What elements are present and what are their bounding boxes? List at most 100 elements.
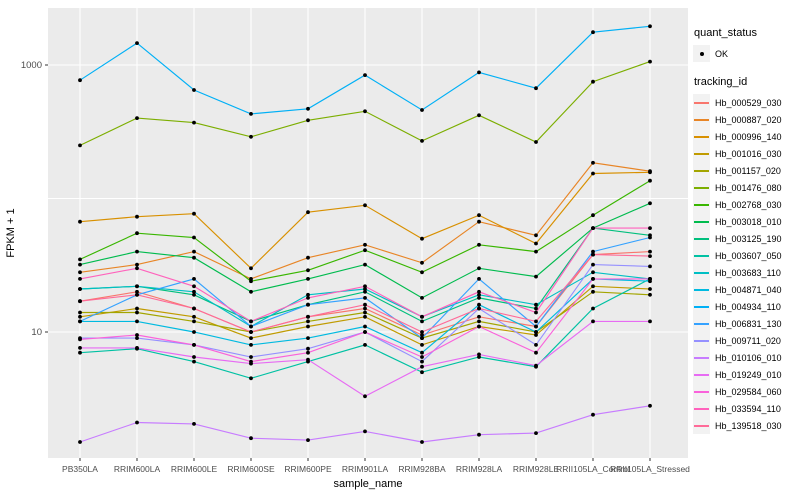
line-swatch-icon <box>694 186 709 189</box>
legend-key-line <box>693 145 710 162</box>
data-point <box>249 266 253 271</box>
line-swatch-icon <box>694 101 709 104</box>
data-point <box>477 70 481 75</box>
data-point <box>135 262 139 267</box>
line-swatch-icon <box>694 135 709 138</box>
data-point <box>591 160 595 165</box>
line-swatch-icon <box>694 237 709 240</box>
legend-key-line <box>693 128 710 145</box>
legend-item-label: Hb_002768_030 <box>715 199 782 210</box>
data-point <box>534 302 538 307</box>
legend-key-point <box>693 45 710 62</box>
data-point <box>420 236 424 241</box>
x-tick-label: RRIM901LA <box>342 464 389 474</box>
data-point <box>591 79 595 84</box>
data-point <box>648 264 652 269</box>
x-tick-label: RRIM600SE <box>227 464 275 474</box>
data-point <box>192 284 196 289</box>
data-point <box>477 113 481 118</box>
legend-item-label: Hb_003683_110 <box>715 267 781 278</box>
data-point <box>420 333 424 337</box>
data-point <box>648 249 652 254</box>
data-point <box>306 292 310 297</box>
data-point <box>591 262 595 267</box>
legend-item-label: Hb_000996_140 <box>715 131 782 142</box>
data-point <box>192 314 196 319</box>
data-point <box>648 24 652 29</box>
data-point <box>420 364 424 369</box>
data-point <box>477 213 481 218</box>
legend-key-line <box>693 94 710 111</box>
legend-key-line <box>693 315 710 332</box>
data-point <box>420 355 424 359</box>
line-swatch-icon <box>694 203 709 206</box>
legend-quant-status: quant_status OK <box>693 27 799 62</box>
x-tick-label: PB350LA <box>62 464 98 474</box>
legend-item-Hb_004871_040: Hb_004871_040 <box>693 281 799 298</box>
legend-panel: quant_status OK tracking_id Hb_000529_03… <box>693 27 799 448</box>
x-tick-label: RRII105LA_Stressed <box>610 464 690 474</box>
data-point <box>135 231 139 236</box>
data-point <box>135 289 139 294</box>
data-point <box>591 30 595 35</box>
data-point <box>591 249 595 254</box>
legend-item-label: OK <box>715 48 729 59</box>
data-point <box>363 330 367 334</box>
data-point <box>477 242 481 247</box>
data-point <box>648 201 652 206</box>
legend-item-Hb_010106_010: Hb_010106_010 <box>693 349 799 366</box>
data-point <box>363 314 367 319</box>
legend-key-line <box>693 213 710 230</box>
legend-key-line <box>693 162 710 179</box>
data-point <box>648 226 652 231</box>
legend-item-label: Hb_029584_060 <box>715 386 782 397</box>
data-point <box>648 292 652 297</box>
line-swatch-icon <box>694 373 709 376</box>
data-point <box>420 139 424 143</box>
data-point <box>477 219 481 224</box>
data-point <box>363 73 367 77</box>
legend-item-Hb_001157_020: Hb_001157_020 <box>693 162 799 179</box>
data-point <box>135 41 139 45</box>
legend-item-label: Hb_010106_010 <box>715 352 782 363</box>
data-point <box>192 277 196 281</box>
data-point <box>306 350 310 355</box>
data-point <box>78 78 82 83</box>
legend-item-label: Hb_004934_110 <box>715 301 781 312</box>
data-point <box>135 249 139 254</box>
data-point <box>192 319 196 324</box>
data-point <box>477 266 481 271</box>
data-point <box>78 277 82 281</box>
data-point <box>420 343 424 347</box>
data-point <box>78 310 82 315</box>
data-point <box>306 277 310 281</box>
x-tick-label: RRIM928BA <box>398 464 446 474</box>
data-point <box>363 324 367 329</box>
legend-key-line <box>693 417 710 434</box>
data-point <box>648 254 652 258</box>
data-point <box>249 355 253 359</box>
line-swatch-icon <box>694 356 709 359</box>
data-point <box>420 336 424 340</box>
data-point <box>135 284 139 289</box>
data-point <box>192 306 196 311</box>
data-point <box>648 178 652 183</box>
legend-item-label: Hb_004871_040 <box>715 284 782 295</box>
data-point <box>363 287 367 291</box>
data-point <box>363 310 367 315</box>
data-point <box>477 355 481 359</box>
data-point <box>192 289 196 294</box>
legend-key-line <box>693 179 710 196</box>
data-point <box>192 343 196 347</box>
data-point <box>363 343 367 347</box>
data-point <box>249 324 253 329</box>
data-point <box>591 306 595 311</box>
data-point <box>306 346 310 351</box>
data-point <box>477 324 481 329</box>
data-point <box>192 292 196 297</box>
data-point <box>135 420 139 425</box>
data-point <box>420 440 424 444</box>
line-swatch-icon <box>694 305 709 308</box>
